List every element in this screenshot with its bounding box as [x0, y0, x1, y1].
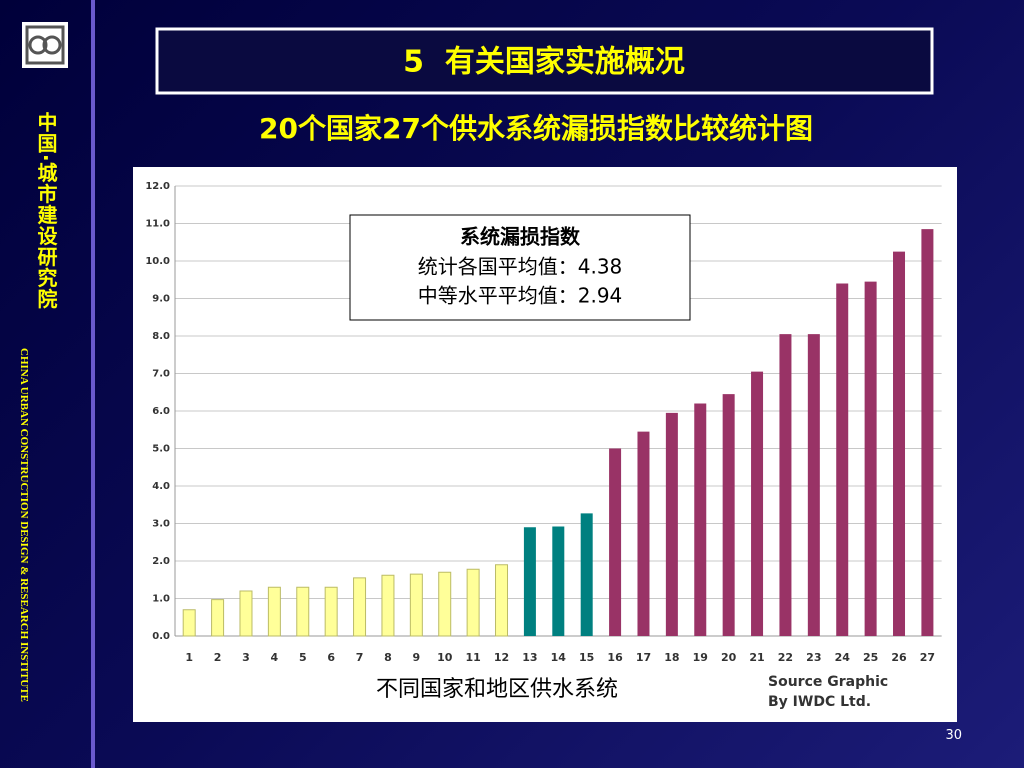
x-tick-label: 19: [693, 651, 708, 664]
x-tick-label: 7: [356, 651, 364, 664]
bar: [779, 334, 792, 636]
y-tick-label: 8.0: [152, 331, 170, 342]
header-title: 5 有关国家实施概况: [403, 45, 685, 80]
y-tick-label: 12.0: [145, 181, 170, 192]
y-tick-label: 11.0: [145, 219, 170, 230]
bar: [495, 564, 509, 637]
annotation-line: 统计各国平均值：4.38: [418, 255, 623, 279]
y-tick-label: 0.0: [152, 631, 170, 642]
x-tick-label: 26: [891, 651, 907, 664]
bar: [466, 568, 480, 637]
x-tick-label: 17: [636, 651, 651, 664]
bar: [267, 586, 281, 637]
bar: [438, 571, 452, 637]
institute-en: CHINA URBAN CONSTRUCTION DESIGN & RESEAR…: [18, 348, 30, 702]
x-tick-label: 18: [664, 651, 679, 664]
y-tick-label: 7.0: [152, 369, 170, 380]
x-tick-label: 27: [920, 651, 935, 664]
x-tick-label: 11: [465, 651, 480, 664]
x-tick-label: 25: [863, 651, 878, 664]
source-note: Source Graphic: [768, 674, 888, 690]
bar: [722, 394, 735, 636]
x-tick-label: 10: [437, 651, 453, 664]
bar: [211, 599, 225, 637]
y-tick-label: 1.0: [152, 594, 170, 605]
x-tick-label: 4: [271, 651, 279, 664]
bar: [637, 431, 650, 636]
x-tick-label: 22: [778, 651, 793, 664]
x-tick-label: 13: [522, 651, 537, 664]
x-tick-label: 23: [806, 651, 821, 664]
bar: [893, 251, 906, 636]
bar: [182, 609, 196, 637]
y-tick-label: 6.0: [152, 406, 170, 417]
bar: [665, 412, 678, 636]
bar: [324, 586, 338, 637]
bar: [409, 573, 423, 637]
x-tick-label: 15: [579, 651, 594, 664]
x-tick-label: 24: [835, 651, 851, 664]
x-tick-label: 12: [494, 651, 509, 664]
logo: [22, 22, 68, 68]
x-tick-label: 16: [607, 651, 623, 664]
x-tick-label: 3: [242, 651, 250, 664]
chart-title: 20个国家27个供水系统漏损指数比较统计图: [259, 112, 813, 145]
bar: [864, 281, 877, 636]
bar: [694, 403, 707, 636]
bar: [836, 283, 849, 636]
bar: [523, 527, 536, 636]
x-axis-label: 不同国家和地区供水系统: [376, 677, 618, 702]
x-tick-label: 9: [413, 651, 421, 664]
source-note: By IWDC Ltd.: [768, 694, 871, 710]
bar: [239, 590, 253, 637]
x-tick-label: 1: [185, 651, 193, 664]
y-tick-label: 3.0: [152, 519, 170, 530]
bar: [580, 513, 593, 636]
institute-cn: 中国·城市建设研究院: [34, 112, 58, 310]
y-tick-label: 2.0: [152, 556, 170, 567]
x-tick-label: 6: [327, 651, 335, 664]
y-tick-label: 9.0: [152, 294, 170, 305]
annotation-box: [349, 214, 691, 321]
x-tick-label: 21: [749, 651, 764, 664]
bar: [609, 448, 622, 636]
y-tick-label: 5.0: [152, 444, 170, 455]
header-box: [155, 27, 934, 95]
y-tick-label: 10.0: [145, 256, 170, 267]
bar: [921, 229, 934, 636]
bar: [381, 574, 395, 637]
x-tick-label: 5: [299, 651, 307, 664]
annotation-line: 中等水平平均值：2.94: [418, 284, 623, 308]
x-tick-label: 14: [551, 651, 567, 664]
annotation-title: 系统漏损指数: [460, 225, 581, 249]
x-tick-label: 8: [384, 651, 392, 664]
x-tick-label: 2: [214, 651, 222, 664]
bar: [353, 577, 367, 637]
x-tick-label: 20: [721, 651, 737, 664]
bar: [807, 334, 820, 636]
y-tick-label: 4.0: [152, 481, 170, 492]
page-number: 30: [945, 728, 962, 743]
bar: [296, 586, 310, 637]
bar: [751, 371, 764, 636]
bar: [552, 526, 565, 636]
